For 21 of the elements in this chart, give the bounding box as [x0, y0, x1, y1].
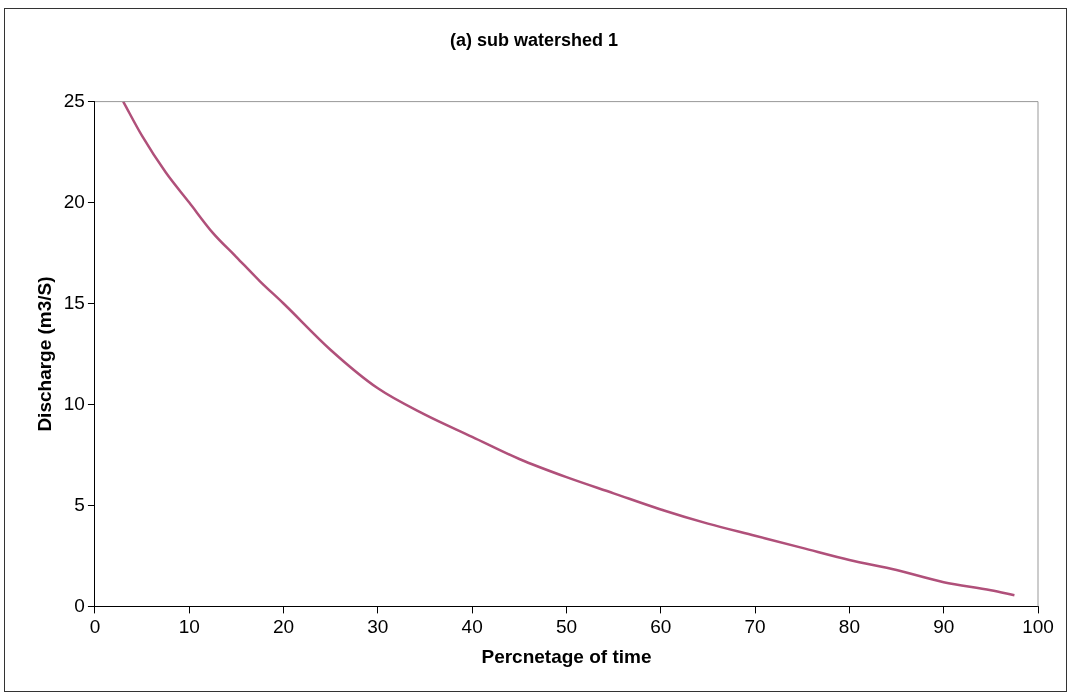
- x-tick-label: 80: [838, 616, 860, 638]
- x-tick-label: 10: [178, 616, 200, 638]
- x-tick-label: 20: [272, 616, 295, 638]
- x-tick-label: 70: [744, 616, 766, 638]
- x-tick-label: 60: [650, 616, 672, 638]
- x-tick-label: 90: [933, 616, 955, 638]
- y-tick-label: 10: [63, 392, 85, 414]
- x-tick-label: 0: [89, 616, 101, 638]
- y-tick-label: 0: [74, 594, 85, 616]
- x-tick-label: 50: [555, 616, 578, 638]
- y-tick-label: 15: [63, 291, 85, 313]
- x-tick-label: 30: [367, 616, 389, 638]
- y-tick-label: 25: [63, 89, 85, 111]
- y-tick-label: 5: [74, 493, 85, 515]
- line-series: [121, 100, 1016, 597]
- y-axis-title: Discharge (m3/S): [33, 276, 55, 432]
- y-tick-label: 20: [63, 190, 85, 212]
- x-tick-label: 100: [1022, 616, 1054, 638]
- x-axis-title: Percnetage of time: [481, 645, 652, 667]
- chart-title: (a) sub watershed 1: [449, 29, 619, 50]
- x-tick-label: 40: [461, 616, 483, 638]
